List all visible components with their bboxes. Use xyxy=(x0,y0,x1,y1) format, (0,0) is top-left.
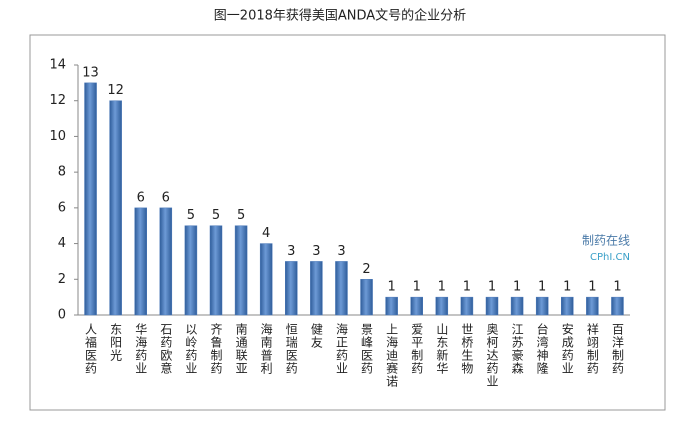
data-label: 12 xyxy=(107,83,124,98)
data-label: 1 xyxy=(438,280,446,295)
bar xyxy=(209,225,223,316)
x-tick-label: 健友 xyxy=(309,323,323,349)
bar xyxy=(159,207,173,316)
y-tick-label: 6 xyxy=(58,200,66,215)
bar xyxy=(234,225,248,316)
data-label: 5 xyxy=(187,208,195,223)
data-label: 1 xyxy=(588,280,596,295)
data-label: 1 xyxy=(513,280,521,295)
data-label: 13 xyxy=(82,65,99,80)
data-label: 1 xyxy=(413,280,421,295)
y-tick-label: 10 xyxy=(49,129,66,144)
bar xyxy=(586,296,599,316)
bar xyxy=(561,296,574,316)
y-tick-label: 8 xyxy=(58,165,66,180)
bar xyxy=(285,261,298,316)
data-label: 1 xyxy=(463,280,471,295)
data-label: 4 xyxy=(262,226,270,241)
x-tick-label: 恒瑞医药 xyxy=(284,323,298,375)
y-tick-label: 0 xyxy=(58,308,66,323)
x-tick-label: 江苏豪森 xyxy=(510,323,524,375)
x-tick-label: 祥翊制药 xyxy=(585,323,599,375)
x-tick-label: 安成药业 xyxy=(560,322,574,375)
x-tick-label: 华海药业 xyxy=(134,323,148,375)
x-tick-label: 齐鲁制药 xyxy=(209,322,223,375)
data-label: 1 xyxy=(387,280,395,295)
bar xyxy=(510,296,524,316)
bar xyxy=(109,100,122,316)
bar xyxy=(535,296,549,316)
bar xyxy=(184,225,198,316)
x-tick-label: 景峰医药 xyxy=(360,323,374,375)
x-tick-label: 世桥生物 xyxy=(460,323,474,375)
bar xyxy=(485,296,499,316)
data-label: 1 xyxy=(538,280,546,295)
bar xyxy=(310,261,323,316)
y-tick-label: 14 xyxy=(49,58,66,73)
bar xyxy=(435,296,449,316)
bar xyxy=(611,296,624,316)
bar xyxy=(335,261,348,316)
watermark: CPhI.CN xyxy=(590,252,630,263)
x-tick-label: 以岭药业 xyxy=(184,323,198,375)
data-label: 3 xyxy=(312,244,320,259)
y-tick-label: 4 xyxy=(58,236,66,251)
data-label: 3 xyxy=(337,244,345,259)
bar xyxy=(259,243,273,316)
x-tick-label: 奥柯达药业 xyxy=(485,323,499,388)
x-tick-label: 海正药业 xyxy=(334,322,348,375)
data-label: 5 xyxy=(212,208,220,223)
x-tick-label: 爱平制药 xyxy=(410,323,424,375)
x-tick-label: 海南普利 xyxy=(259,322,273,375)
data-label: 1 xyxy=(488,280,496,295)
x-tick-label: 山东新华 xyxy=(435,323,449,375)
data-label: 6 xyxy=(137,190,145,205)
watermark: 制药在线 xyxy=(582,234,630,248)
x-tick-label: 东阳光 xyxy=(109,323,123,362)
x-tick-label: 百洋制药 xyxy=(610,323,624,375)
data-label: 1 xyxy=(563,280,571,295)
y-tick-label: 2 xyxy=(58,272,66,287)
data-label: 5 xyxy=(237,208,245,223)
bar xyxy=(385,296,398,316)
data-label: 6 xyxy=(162,190,170,205)
chart-title: 图一2018年获得美国ANDA文号的企业分析 xyxy=(214,8,466,24)
data-label: 3 xyxy=(287,244,295,259)
y-tick-label: 12 xyxy=(49,93,66,108)
bar xyxy=(134,207,147,316)
x-tick-label: 南通联亚 xyxy=(234,322,248,375)
x-tick-label: 人福医药 xyxy=(84,323,98,375)
data-label: 1 xyxy=(613,280,621,295)
bar xyxy=(410,296,423,316)
bar xyxy=(84,82,97,316)
chart-frame xyxy=(29,34,666,411)
x-tick-label: 石药欧意 xyxy=(159,323,173,375)
x-tick-label: 台湾神隆 xyxy=(535,322,549,375)
bar xyxy=(460,296,474,316)
bar xyxy=(360,279,373,316)
x-tick-label: 上海迪赛诺 xyxy=(385,323,399,388)
data-label: 2 xyxy=(362,262,370,277)
